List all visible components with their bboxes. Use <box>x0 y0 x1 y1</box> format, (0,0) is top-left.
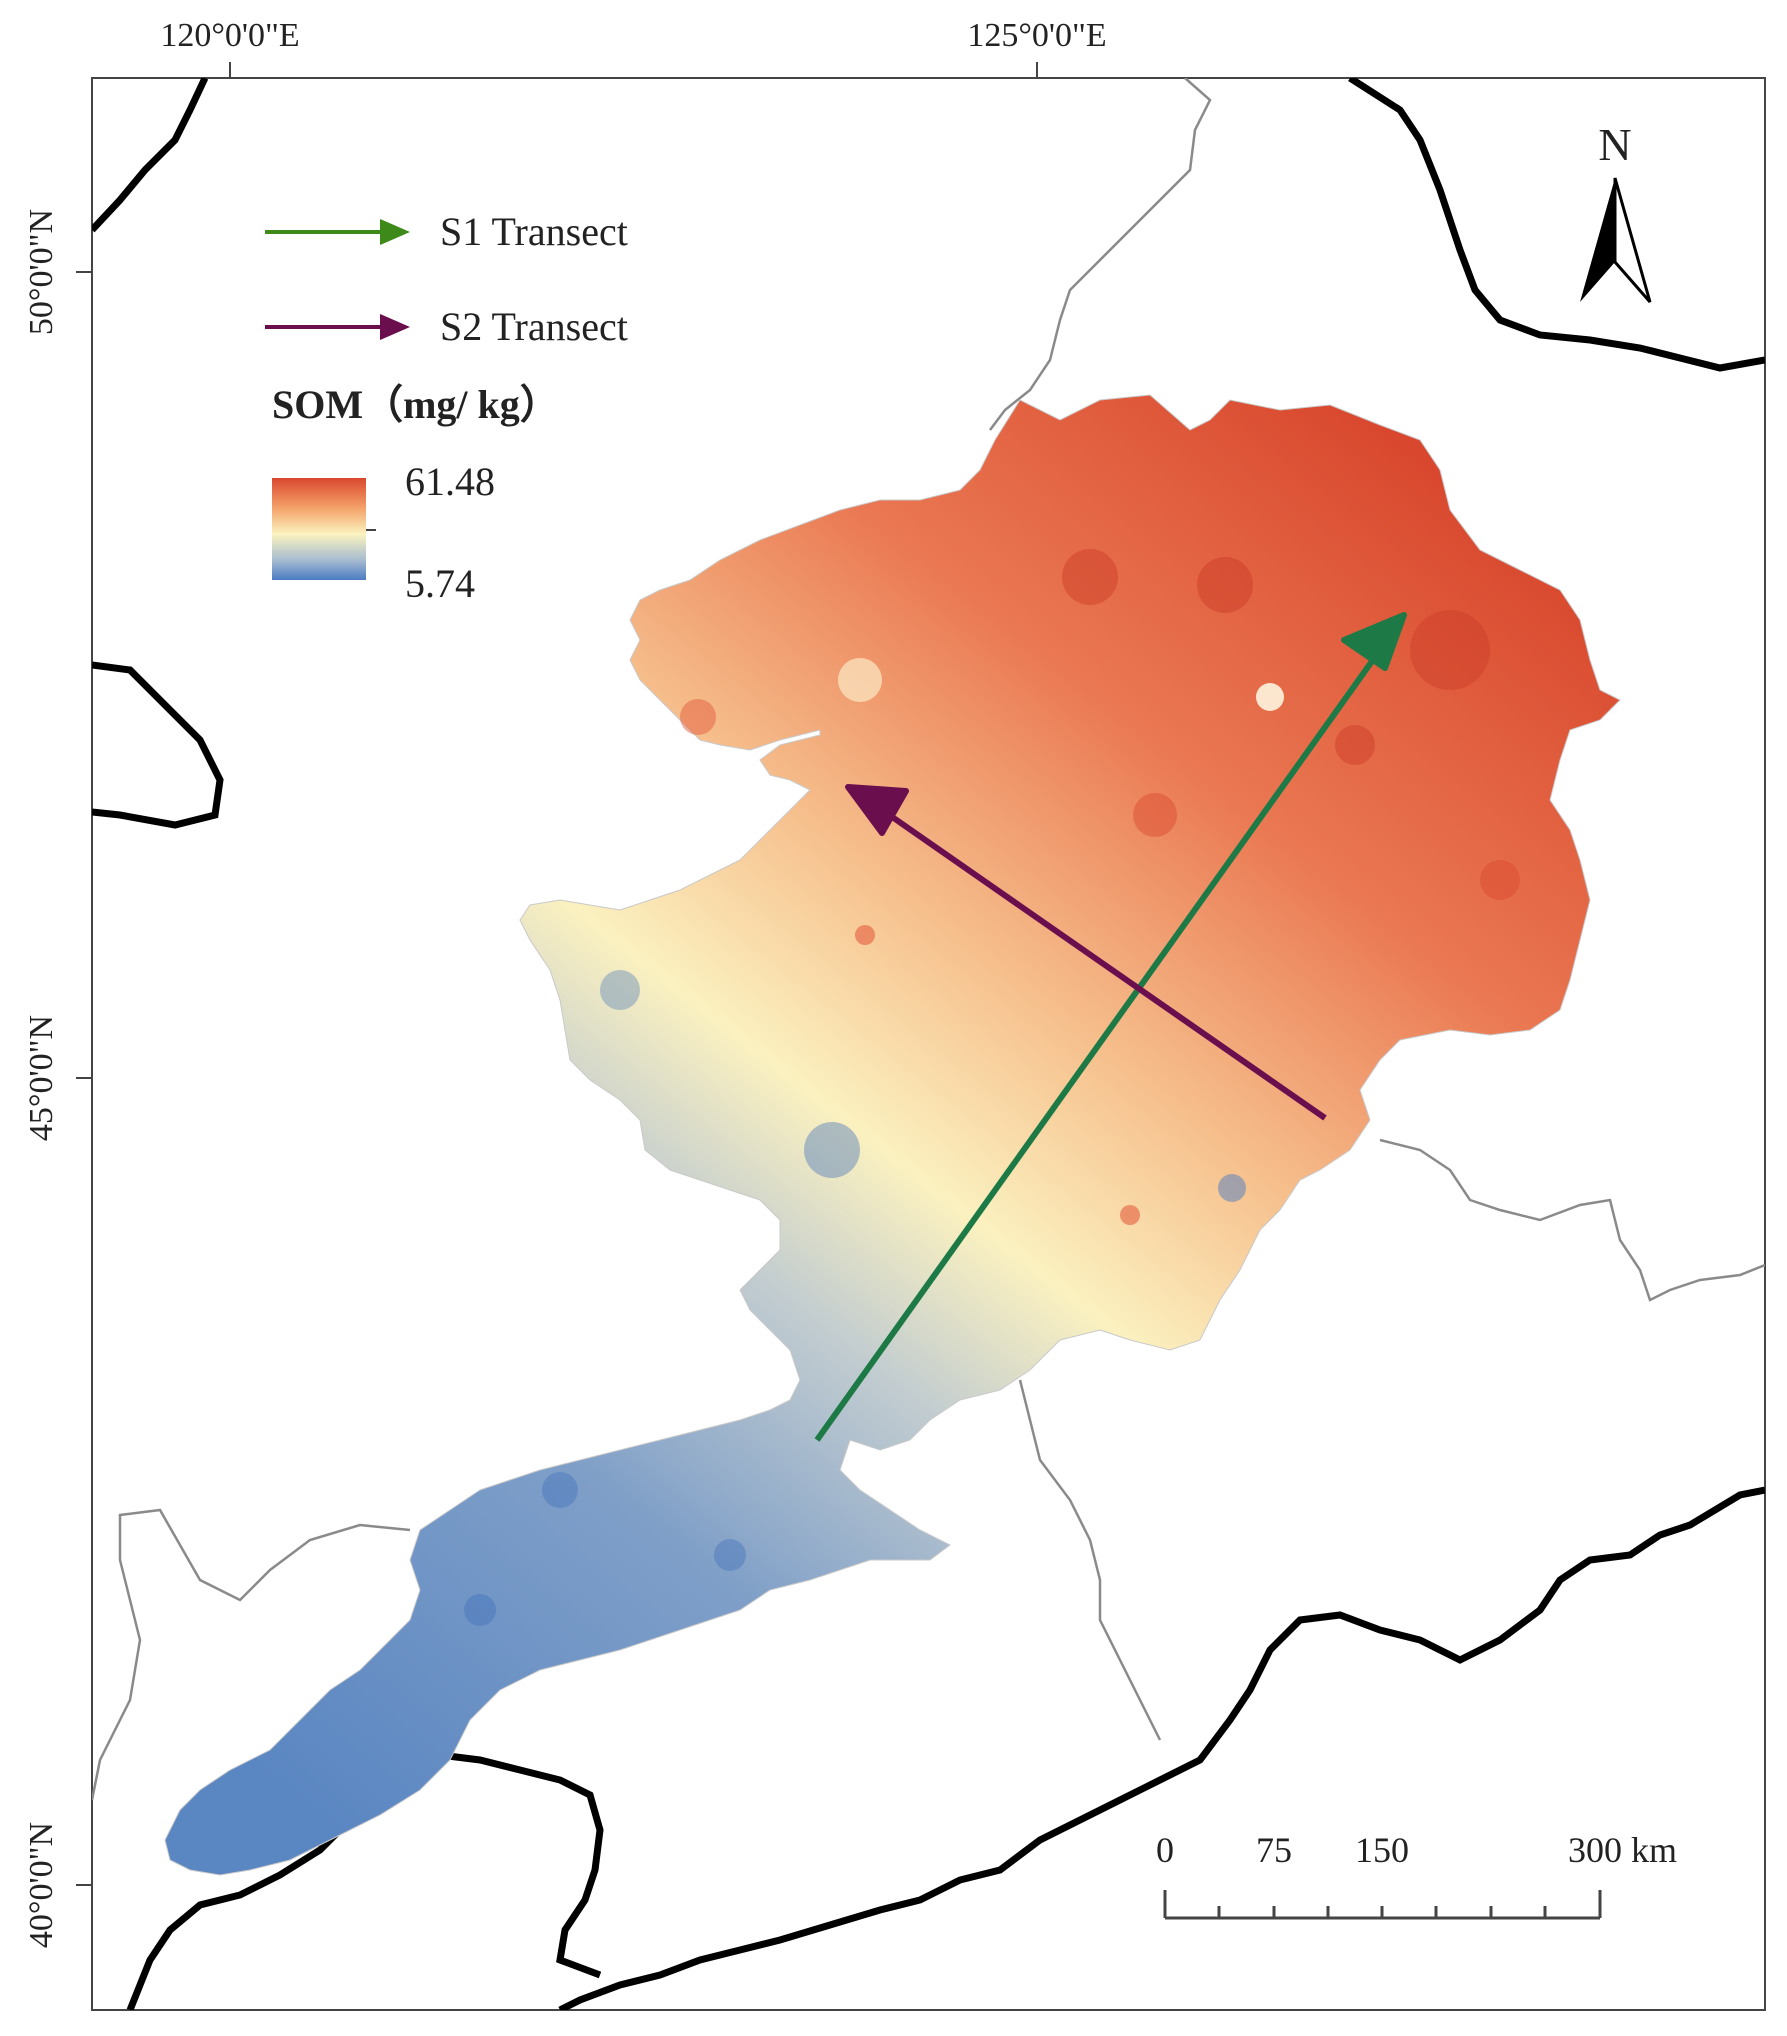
lon-label-125: 125°0'0"E <box>967 17 1106 54</box>
legend-s1-symbol <box>265 219 410 245</box>
som-hotspot <box>1335 725 1375 765</box>
scale-bar: 0 75 150 300 km <box>1156 1830 1677 1920</box>
som-coldspot <box>714 1539 746 1571</box>
legend-s2-label: S2 Transect <box>440 304 628 349</box>
lon-label-120: 120°0'0"E <box>160 17 299 54</box>
legend-s2-symbol <box>265 314 410 340</box>
som-coldspot <box>1218 1174 1246 1202</box>
som-hotspot <box>1133 793 1177 837</box>
scale-tick-300: 300 km <box>1568 1830 1677 1870</box>
som-coldspot <box>600 970 640 1010</box>
som-coldspot <box>542 1472 578 1508</box>
country-border-west <box>92 661 224 829</box>
som-hotspot <box>1480 860 1520 900</box>
som-coldspot <box>804 1122 860 1178</box>
s1-transect-arrow <box>814 612 1407 1442</box>
som-hotspot <box>1062 549 1118 605</box>
som-brightspot <box>1256 683 1284 711</box>
province-boundary-east <box>1379 1138 1765 1302</box>
s2-transect-arrow <box>845 784 1327 1121</box>
scale-tick-150: 150 <box>1355 1830 1409 1870</box>
som-hotspot <box>855 925 875 945</box>
country-border-northwest <box>92 78 209 233</box>
scale-tick-0: 0 <box>1156 1830 1174 1870</box>
som-hotspot <box>1197 557 1253 613</box>
som-raster-region <box>164 394 1621 1876</box>
lat-label-45: 45°0'0"N <box>23 1015 60 1141</box>
lat-label-50: 50°0'0"N <box>23 209 60 335</box>
som-hotspot <box>680 699 716 735</box>
legend-color-ramp <box>272 478 366 580</box>
north-arrow-label: N <box>1598 119 1631 170</box>
som-coldspot <box>464 1594 496 1626</box>
coastline-southeast <box>558 1486 1765 2010</box>
scale-tick-75: 75 <box>1256 1830 1292 1870</box>
som-brightspot <box>838 658 882 702</box>
legend: S1 Transect S2 Transect SOM（mg/ kg） 61.4… <box>265 209 628 606</box>
lat-label-40: 40°0'0"N <box>23 1822 60 1948</box>
legend-s1-label: S1 Transect <box>440 209 628 254</box>
country-border-northeast <box>1348 78 1765 372</box>
province-boundary-south <box>1018 1379 1162 1741</box>
province-boundary-southwest <box>92 1508 411 1801</box>
legend-som-title: SOM（mg/ kg） <box>272 382 560 427</box>
som-hotspot <box>1410 610 1490 690</box>
north-arrow: N <box>1580 119 1652 303</box>
province-boundary-north <box>989 78 1212 431</box>
graticule <box>76 62 1038 1886</box>
som-hotspot <box>1120 1205 1140 1225</box>
legend-som-min: 5.74 <box>405 561 475 606</box>
legend-som-max: 61.48 <box>405 459 495 504</box>
